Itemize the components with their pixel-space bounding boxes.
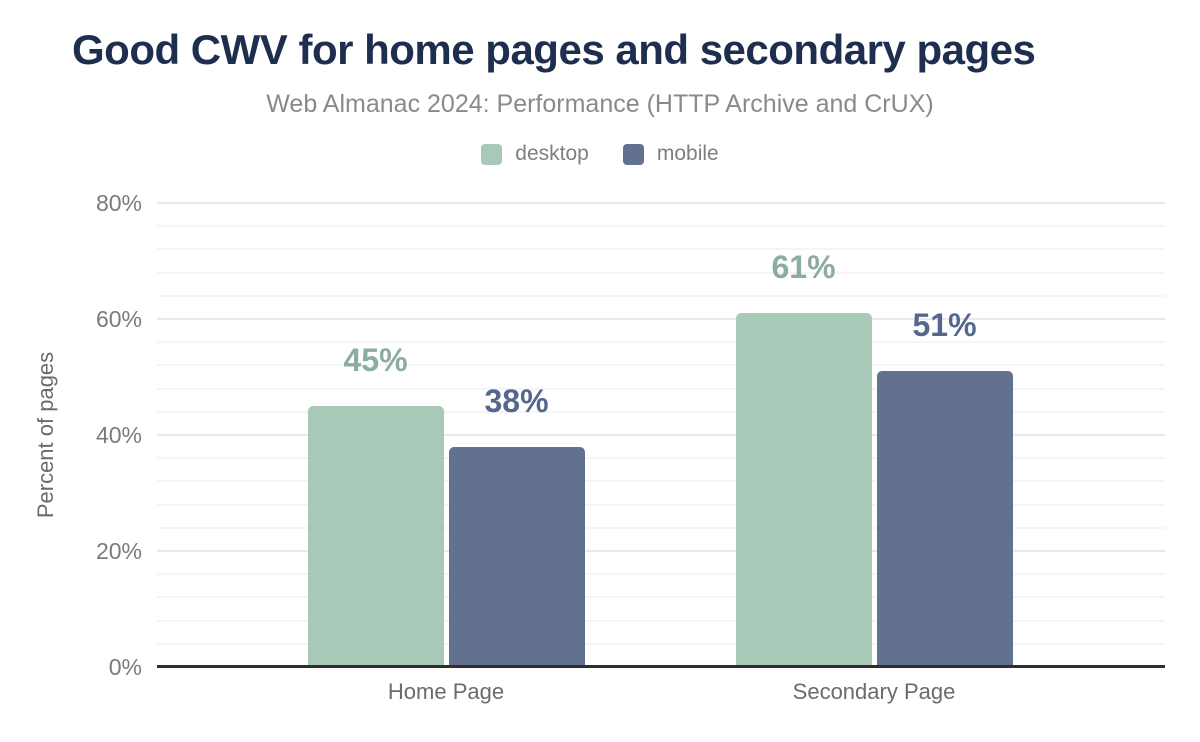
minor-gridline — [157, 294, 1165, 297]
major-gridline — [157, 550, 1165, 552]
desktop-swatch-icon — [481, 143, 503, 165]
minor-gridline — [157, 271, 1165, 274]
minor-gridline — [157, 387, 1165, 390]
bar-desktop-home-page — [307, 406, 444, 667]
y-axis-title: Percent of pages — [33, 351, 58, 519]
value-label-mobile-1: 51% — [912, 307, 977, 344]
minor-gridline — [157, 642, 1165, 645]
major-gridline — [157, 318, 1165, 320]
minor-gridline — [157, 364, 1165, 367]
minor-gridline — [157, 410, 1165, 413]
y-tick-label: 20% — [95, 538, 142, 564]
x-category-label: Secondary Page — [792, 679, 956, 704]
legend-label-mobile: mobile — [656, 142, 719, 165]
y-tick-label: 40% — [95, 422, 142, 448]
major-gridline — [157, 434, 1165, 436]
mobile-swatch-icon — [622, 143, 644, 165]
bar-desktop-secondary-page — [735, 313, 872, 667]
minor-gridline — [157, 596, 1165, 599]
y-tick-label: 80% — [95, 190, 142, 216]
legend-item-desktop: desktop — [481, 142, 589, 166]
minor-gridline — [157, 341, 1165, 344]
minor-gridline — [157, 573, 1165, 576]
major-gridline — [157, 202, 1165, 204]
minor-gridline — [157, 225, 1165, 228]
minor-gridline — [157, 248, 1165, 251]
minor-gridline — [157, 480, 1165, 483]
minor-gridline — [157, 457, 1165, 460]
legend-label-desktop: desktop — [515, 142, 589, 165]
value-label-desktop-1: 61% — [771, 249, 836, 286]
minor-gridline — [157, 619, 1165, 622]
y-tick-label: 0% — [108, 654, 142, 680]
chart-title: Good CWV for home pages and secondary pa… — [72, 26, 1036, 73]
value-label-mobile-0: 38% — [484, 382, 549, 419]
minor-gridline — [157, 503, 1165, 506]
bar-mobile-secondary-page — [876, 371, 1013, 667]
y-tick-label: 60% — [95, 306, 142, 332]
legend: desktop mobile — [0, 142, 1200, 166]
x-axis-line — [157, 665, 1165, 668]
value-label-desktop-0: 45% — [343, 342, 408, 378]
minor-gridline — [157, 526, 1165, 529]
chart-subtitle: Web Almanac 2024: Performance (HTTP Arch… — [266, 90, 934, 118]
bar-mobile-home-page — [448, 446, 585, 667]
x-category-label: Home Page — [387, 679, 505, 704]
legend-item-mobile: mobile — [622, 142, 719, 166]
